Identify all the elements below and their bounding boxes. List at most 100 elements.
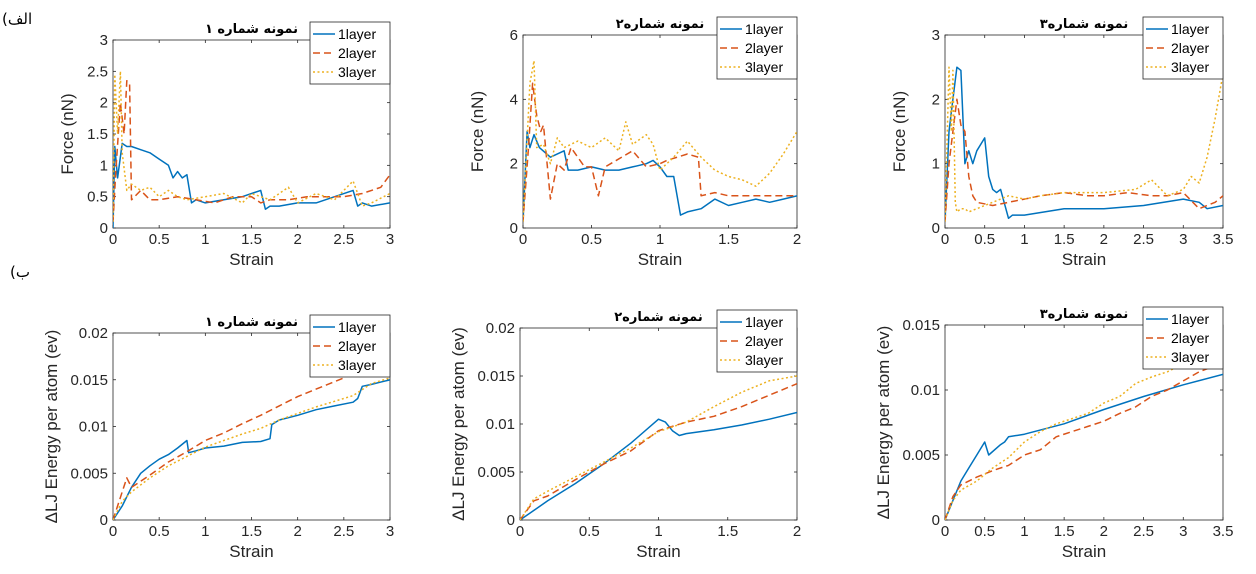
- y-tick-label: 0.015: [902, 317, 940, 334]
- legend-box: [716, 309, 798, 373]
- y-tick-label: 0.5: [87, 189, 108, 206]
- series-line-2layer: [945, 361, 1223, 520]
- x-tick-label: 3: [386, 231, 394, 248]
- x-tick-label: 1: [1020, 231, 1028, 248]
- x-tick-label: 2: [1100, 523, 1108, 540]
- x-tick-label: 2: [793, 231, 801, 248]
- legend-label: 2layer: [1171, 40, 1209, 56]
- legend-box: [1142, 16, 1224, 80]
- chart-title: نمونه شماره۳: [1040, 17, 1129, 32]
- y-axis-label: Force (nN): [58, 93, 77, 174]
- row-label-a: (الف: [2, 10, 33, 28]
- legend-label: 3layer: [338, 357, 376, 373]
- x-tick-label: 0.5: [579, 523, 600, 540]
- series-line-1layer: [945, 373, 1223, 520]
- y-tick-label: 0: [100, 220, 108, 237]
- x-tick-label: 0: [941, 231, 949, 248]
- series-line-3layer: [523, 59, 797, 222]
- legend-label: 1layer: [1171, 21, 1209, 37]
- chart-title: نمونه شماره۲: [616, 17, 705, 32]
- x-tick-label: 1.5: [241, 231, 262, 248]
- y-tick-label: 0: [100, 512, 108, 529]
- x-axis-label: Strain: [1062, 250, 1106, 269]
- series-line-2layer: [113, 364, 390, 520]
- x-tick-label: 0.5: [149, 523, 170, 540]
- y-tick-label: 1: [932, 156, 940, 173]
- series-line-1layer: [945, 66, 1223, 222]
- legend-label: 3layer: [1171, 59, 1209, 75]
- x-tick-label: 3.5: [1213, 231, 1234, 248]
- x-tick-label: 2.5: [1133, 231, 1154, 248]
- y-tick-label: 0.01: [486, 416, 515, 433]
- x-tick-label: 0: [516, 523, 524, 540]
- y-axis-label: ΔLJ Energy per atom (ev): [874, 326, 893, 520]
- x-tick-label: 0: [109, 523, 117, 540]
- y-tick-label: 0: [507, 512, 515, 529]
- y-tick-label: 1: [100, 157, 108, 174]
- x-tick-label: 2.5: [1133, 523, 1154, 540]
- row-label-b: (ب: [10, 263, 30, 281]
- x-tick-label: 1.5: [717, 523, 738, 540]
- chart-title: نمونه شماره۲: [614, 310, 703, 325]
- legend-box: [716, 16, 798, 80]
- x-tick-label: 2: [793, 523, 801, 540]
- legend-label: 1layer: [1171, 311, 1209, 327]
- y-tick-label: 0.015: [477, 368, 515, 385]
- x-tick-label: 0.5: [974, 231, 995, 248]
- x-tick-label: 1: [656, 231, 664, 248]
- x-tick-label: 3.5: [1213, 523, 1234, 540]
- y-tick-label: 0.005: [902, 447, 940, 464]
- series-line-3layer: [113, 70, 390, 222]
- x-tick-label: 3: [1179, 231, 1187, 248]
- series-line-2layer: [520, 383, 797, 520]
- x-tick-label: 2: [293, 231, 301, 248]
- x-axis-label: Strain: [229, 542, 273, 561]
- y-tick-label: 2: [932, 91, 940, 108]
- chart-6: 0 0.5 1 1.5 2 2.5 3 3.5 0 0.005 0.01 0.015 Strain ΔLJ…: [874, 306, 1234, 561]
- x-tick-label: 1: [201, 231, 209, 248]
- x-tick-label: 0: [109, 231, 117, 248]
- y-tick-label: 0.02: [486, 320, 515, 337]
- x-axis-label: Strain: [638, 250, 682, 269]
- series-line-2layer: [113, 79, 390, 222]
- x-tick-label: 0: [519, 231, 527, 248]
- y-tick-label: 0.015: [70, 372, 108, 389]
- y-axis-label: ΔLJ Energy per atom (ev): [449, 327, 468, 521]
- chart-1: 0 0.5 1 1.5 2 2.5 3 0 0.5 1 1.5 2 2.5 3 Strain Force (n…: [58, 21, 394, 269]
- x-tick-label: 0.5: [581, 231, 602, 248]
- x-tick-label: 1.5: [1054, 231, 1075, 248]
- legend-box: [1142, 306, 1224, 370]
- chart-2: 0 0.5 1 1.5 2 0 2 4 6 Strain Force (nN) نمونه شماره…: [468, 16, 801, 269]
- y-axis-label: ΔLJ Energy per atom (ev): [42, 330, 61, 524]
- y-axis-label: Force (nN): [890, 91, 909, 172]
- x-tick-label: 1: [1020, 523, 1028, 540]
- legend-label: 1layer: [338, 319, 376, 335]
- y-tick-label: 0.005: [477, 464, 515, 481]
- series-line-1layer: [520, 411, 797, 520]
- x-axis-label: Strain: [1062, 542, 1106, 561]
- legend-label: 3layer: [338, 64, 376, 80]
- legend-box: [309, 314, 391, 378]
- legend-label: 2layer: [338, 45, 376, 61]
- x-tick-label: 1.5: [1054, 523, 1075, 540]
- x-tick-label: 1.5: [718, 231, 739, 248]
- y-tick-label: 3: [100, 32, 108, 49]
- legend-label: 3layer: [745, 352, 783, 368]
- y-axis-label: Force (nN): [468, 91, 487, 172]
- x-tick-label: 1: [201, 523, 209, 540]
- y-tick-label: 0.005: [70, 465, 108, 482]
- legend-label: 3layer: [745, 59, 783, 75]
- chart-4: 0 0.5 1 1.5 2 2.5 3 0 0.005 0.01 0.015 0.02 Strain ΔL…: [42, 314, 394, 561]
- x-axis-label: Strain: [229, 250, 273, 269]
- y-tick-label: 0.02: [79, 325, 108, 342]
- x-axis-label: Strain: [636, 542, 680, 561]
- x-tick-label: 1: [654, 523, 662, 540]
- chart-title: نمونه شماره۳: [1040, 307, 1129, 322]
- x-tick-label: 1.5: [241, 523, 262, 540]
- chart-3: 0 0.5 1 1.5 2 2.5 3 3.5 0 1 2 3 Strain Force (nN) نمون…: [890, 16, 1234, 269]
- series-line-3layer: [945, 66, 1223, 222]
- y-tick-label: 2: [510, 156, 518, 173]
- legend-label: 2layer: [1171, 330, 1209, 346]
- series-line-1layer: [113, 379, 390, 520]
